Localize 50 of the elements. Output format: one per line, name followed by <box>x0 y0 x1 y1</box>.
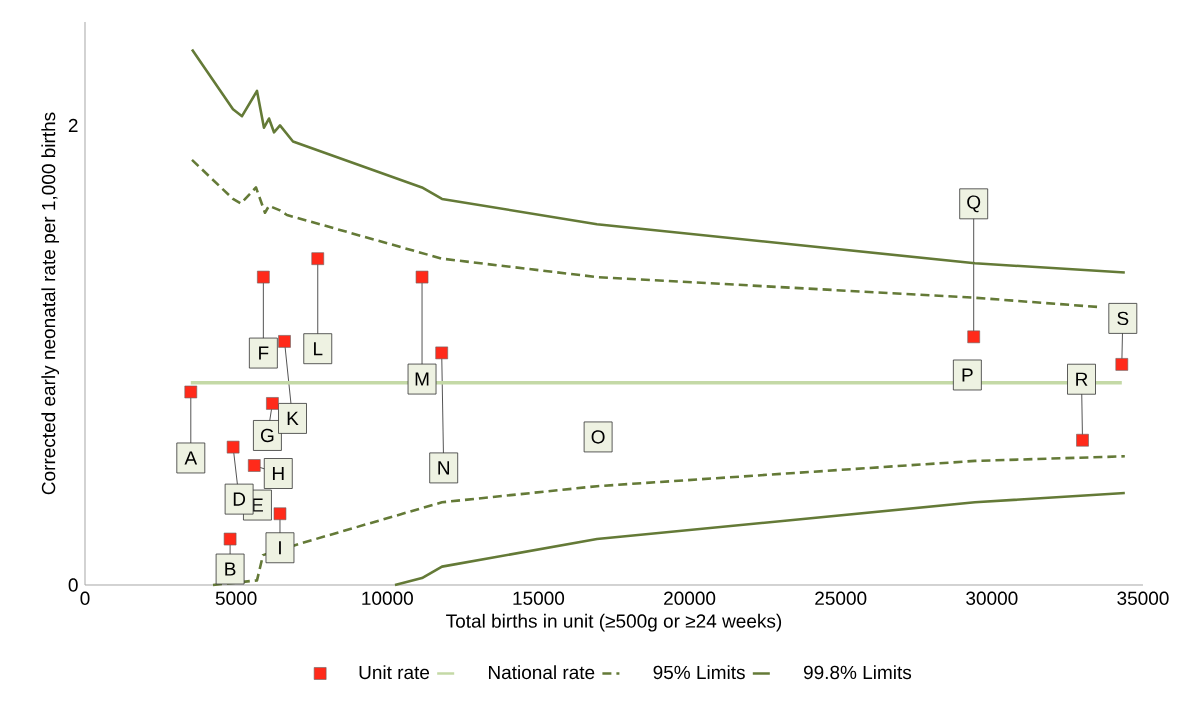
x-tick-label: 10000 <box>362 591 413 605</box>
point <box>226 440 240 454</box>
y-axis-title: Corrected early neonatal rate per 1,000 births <box>41 112 60 495</box>
point <box>311 252 325 265</box>
annotation: D <box>233 492 246 506</box>
point <box>415 270 429 284</box>
x-tick-label: 20000 <box>664 591 716 605</box>
x-tick-label: 15000 <box>513 591 565 605</box>
point <box>257 270 270 284</box>
annotation: K <box>287 411 299 425</box>
point <box>184 385 198 399</box>
x-tick-label: 30000 <box>966 591 1018 605</box>
x-axis-title: Total births in unit (≥500g or ≥24 weeks) <box>446 613 782 632</box>
x-tick-label: 5000 <box>215 591 257 605</box>
annotation: S <box>1117 311 1129 326</box>
annotation: F <box>259 346 269 360</box>
annotation: P <box>962 368 973 382</box>
line-series <box>211 455 1127 587</box>
annotation: N <box>438 461 449 475</box>
annotation: E <box>252 498 263 512</box>
annotation: I <box>279 541 281 555</box>
point <box>278 335 291 348</box>
line-series <box>190 48 1127 274</box>
legend-label: 99.8% Limits <box>803 665 912 680</box>
annotation: L <box>314 342 323 356</box>
point <box>1076 433 1089 447</box>
x-tick-label: 25000 <box>815 591 867 605</box>
annotation: B <box>225 562 236 576</box>
x-tick-label: 0 <box>80 591 90 605</box>
point <box>435 346 448 360</box>
annotation: R <box>1076 372 1088 386</box>
line-series <box>190 158 1099 309</box>
point <box>967 330 980 344</box>
legend-label: Unit rate <box>359 665 430 680</box>
point <box>1115 358 1129 371</box>
annotation: A <box>184 451 198 465</box>
point <box>223 532 237 546</box>
annotation: O <box>591 430 605 444</box>
point <box>247 459 261 472</box>
point <box>266 397 279 410</box>
point <box>273 507 287 521</box>
annotation: G <box>260 428 274 443</box>
annotation: H <box>272 466 284 481</box>
legend-label: 95% Limits <box>653 665 745 680</box>
x-tick-label: 35000 <box>1117 591 1169 605</box>
line-series <box>393 491 1127 587</box>
annotation: Q <box>967 195 981 213</box>
legend-label: National rate <box>488 665 595 680</box>
annotation: M <box>415 372 429 386</box>
y-tick-label: 2 <box>68 118 78 133</box>
